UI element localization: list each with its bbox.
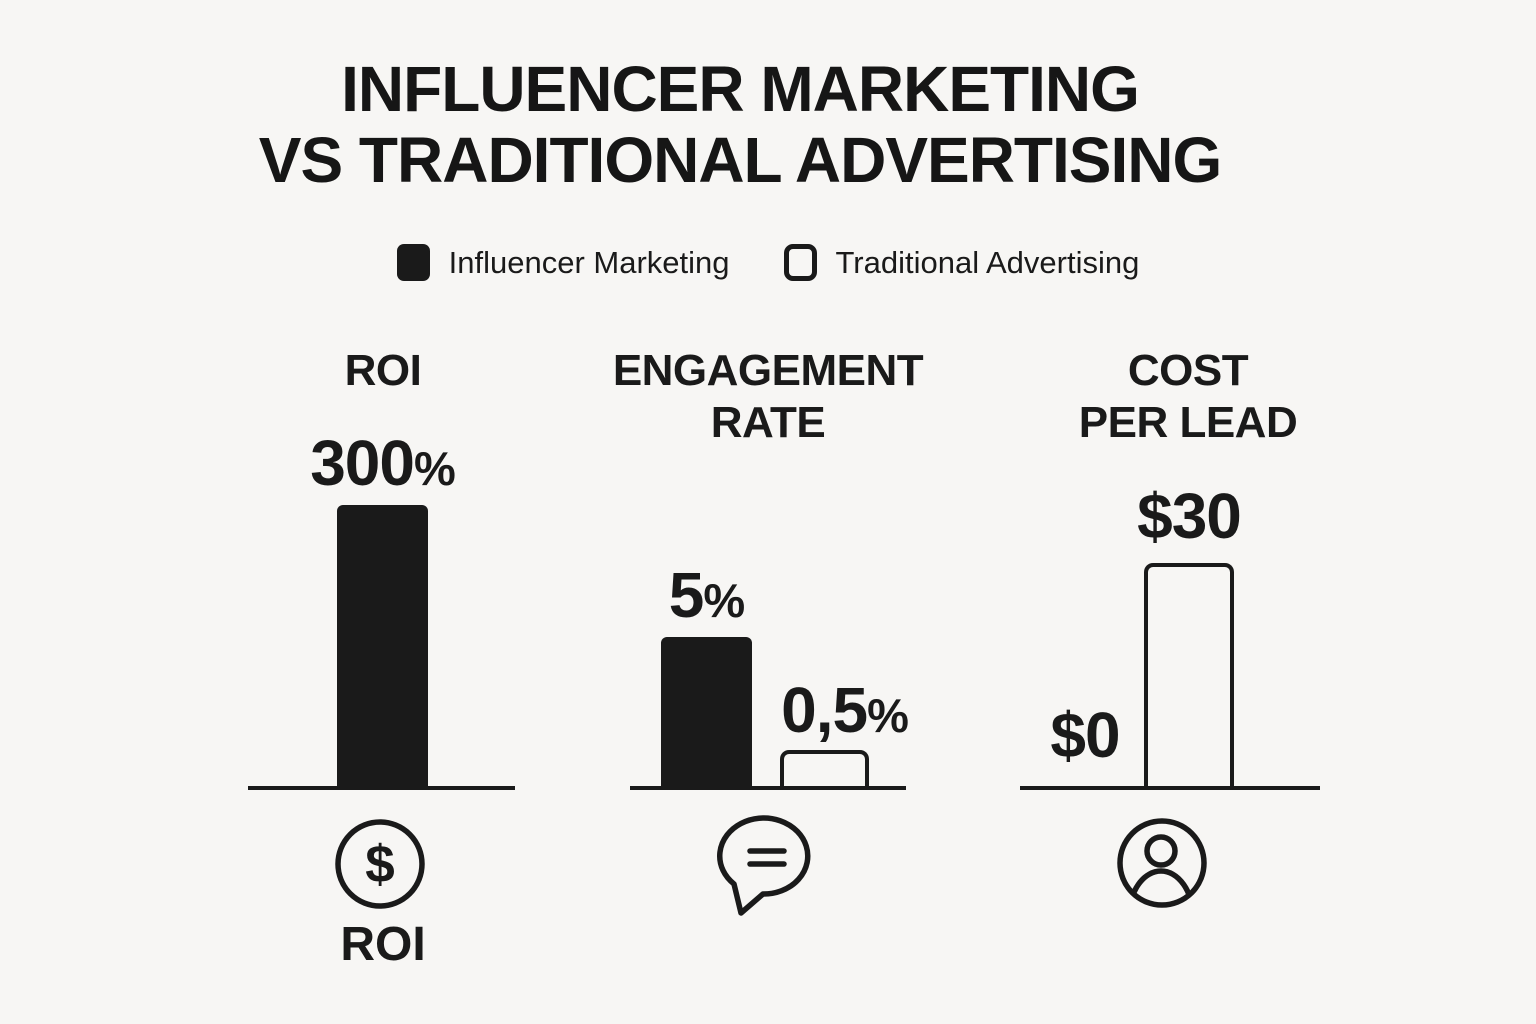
chat-bubble-icon [714,810,818,923]
dollar-glyph: $ [365,835,394,894]
page-title-line1: INFLUENCER MARKETING [341,53,1140,125]
cost-heading-line2: PER LEAD [1078,398,1298,447]
legend-label-influencer: Influencer Marketing [448,244,730,280]
engagement-heading-line2: RATE [710,398,826,447]
engagement-traditional-value-number: 0,5 [781,674,868,746]
legend-label-traditional: Traditional Advertising [835,244,1140,280]
engagement-traditional-value-suffix: % [867,689,909,742]
outlined-square-swatch-icon [783,244,817,281]
page-title-line2: VS TRADITIONAL ADVERTISING [258,124,1223,196]
roi-heading-line1: ROI [344,346,422,395]
roi-icon-caption: ROI [340,918,426,971]
dollar-circle-icon: $ [334,818,426,915]
cost-axis-baseline [1020,786,1320,790]
engagement-heading-line1: ENGAGEMENT [612,346,924,395]
engagement-influencer-value: 5% [607,563,807,627]
legend-item-traditional-advertising: Traditional Advertising [783,244,1140,281]
cost-heading-line1: COST [1127,346,1249,395]
user-circle-icon [1114,815,1210,916]
engagement-traditional-value: 0,5% [745,678,945,742]
cost-traditional-value: $30 [1089,484,1289,548]
page-title: INFLUENCER MARKETING VS TRADITIONAL ADVE… [0,54,1480,196]
legend: Influencer Marketing Traditional Adverti… [0,244,1536,281]
roi-influencer-value-suffix: % [413,442,456,495]
roi-axis-baseline [248,786,515,790]
engagement-traditional-bar [780,750,869,786]
cost-traditional-value-number: $30 [1137,480,1242,552]
engagement-influencer-value-suffix: % [703,574,746,627]
cost-traditional-bar [1144,563,1234,786]
legend-item-influencer-marketing: Influencer Marketing [396,244,730,281]
roi-influencer-value-number: 300 [310,427,415,499]
roi-influencer-bar [337,505,428,786]
roi-group-heading: ROI [258,345,508,397]
cost-influencer-value: $0 [1010,703,1160,767]
engagement-axis-baseline [630,786,906,790]
cost-per-lead-group-heading: COST PER LEAD [1013,345,1363,449]
engagement-rate-group-heading: ENGAGEMENT RATE [593,345,943,449]
cost-influencer-value-number: $0 [1050,699,1120,771]
filled-square-swatch-icon [396,244,430,281]
roi-influencer-value: 300% [258,431,508,495]
engagement-influencer-bar [661,637,752,786]
engagement-influencer-value-number: 5 [668,559,705,631]
